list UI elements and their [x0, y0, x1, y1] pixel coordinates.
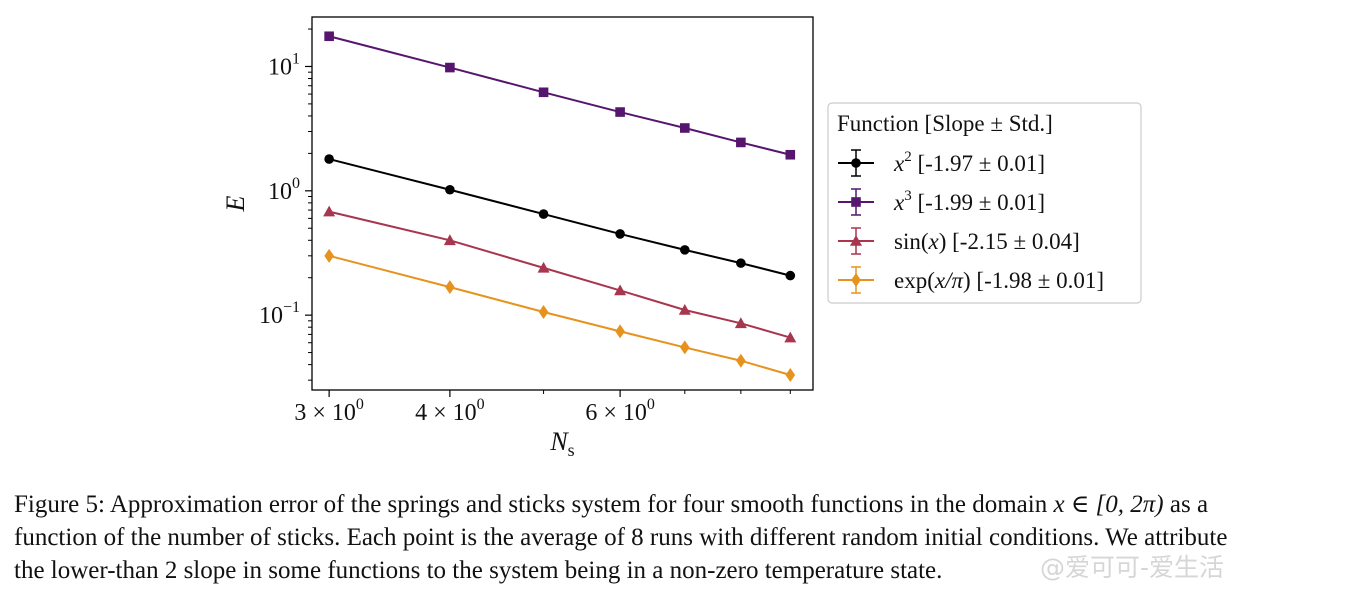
- data-point: [614, 284, 627, 296]
- x-tick-label-mantissa: 6 × 10: [585, 400, 647, 426]
- data-point: [680, 245, 690, 255]
- x-tick-label: 4 × 100: [415, 396, 485, 426]
- data-point: [734, 317, 747, 329]
- x-tick-label-exp: 0: [477, 396, 485, 413]
- legend-label-math: x: [893, 190, 905, 215]
- y-axis-label: E: [221, 195, 250, 212]
- data-point: [785, 368, 796, 383]
- series-line: [328, 254, 791, 376]
- legend-label-math: x: [893, 151, 905, 176]
- data-point: [445, 62, 455, 73]
- data-point: [680, 340, 690, 355]
- caption-line-1: Figure 5: Approximation error of the spr…: [14, 488, 1356, 521]
- legend-item: x2 [-1.97 ± 0.01]: [838, 149, 1045, 177]
- data-point: [615, 324, 625, 339]
- data-point: [784, 331, 797, 343]
- legend-label-rest: [-1.99 ± 0.01]: [912, 190, 1045, 215]
- figure: 10−1 100 101 3 × 100 4 × 100 6 × 100 Ns E Functi…: [221, 16, 1142, 460]
- x-axis-label-main: N: [549, 427, 569, 456]
- data-point: [678, 303, 691, 315]
- y-tick-label-base: 10: [268, 54, 292, 80]
- legend-label-prefix: exp(: [894, 268, 935, 293]
- data-point: [323, 205, 336, 217]
- legend-marker: [850, 235, 862, 246]
- legend-label-sup: 3: [904, 188, 912, 204]
- legend: Function [Slope ± Std.]x2 [-1.97 ± 0.01]…: [827, 102, 1142, 304]
- legend-title: Function [Slope ± Std.]: [837, 111, 1053, 136]
- legend-label-math: x/π: [934, 268, 965, 293]
- x-tick-label-mantissa: 3 × 10: [294, 400, 356, 426]
- data-point: [785, 149, 796, 160]
- y-tick-label: 10−1: [259, 299, 300, 329]
- x-tick-label-exp: 0: [647, 396, 655, 413]
- legend-item: exp(x/π) [-1.98 ± 0.01]: [838, 266, 1104, 294]
- legend-label: sin(x) [-2.15 ± 0.04]: [894, 229, 1080, 254]
- y-tick-label-base: 10: [259, 303, 283, 329]
- legend-label-rest: ) [-1.98 ± 0.01]: [963, 268, 1104, 293]
- y-tick-label-exp: 0: [292, 175, 300, 192]
- legend-label-math: x: [928, 229, 940, 254]
- series-2: [323, 205, 797, 343]
- series-3: [324, 248, 796, 383]
- data-point: [445, 184, 455, 195]
- data-point: [736, 353, 746, 368]
- series-0: [324, 154, 796, 281]
- x-tick-label-mantissa: 4 × 10: [415, 400, 477, 426]
- y-tick-label-exp: −1: [283, 299, 300, 316]
- plot-frame: [311, 16, 814, 391]
- data-point: [537, 261, 550, 273]
- series-line: [328, 158, 791, 277]
- x-tick-label: 6 × 100: [585, 396, 655, 426]
- legend-label-sup: 2: [904, 149, 912, 165]
- caption-line-2: function of the number of sticks. Each p…: [14, 524, 1228, 551]
- y-tick-label: 100: [268, 175, 300, 205]
- data-point: [324, 248, 334, 263]
- data-point: [680, 123, 690, 133]
- legend-label: x3 [-1.99 ± 0.01]: [893, 188, 1045, 215]
- legend-label-rest: ) [-2.15 ± 0.04]: [939, 229, 1080, 254]
- data-point: [615, 107, 625, 117]
- data-point: [443, 234, 456, 246]
- y-tick-label: 101: [268, 50, 300, 80]
- legend-label-rest: [-1.97 ± 0.01]: [912, 151, 1045, 176]
- data-point: [324, 154, 334, 164]
- data-point: [736, 137, 746, 148]
- y-tick-label-exp: 1: [292, 50, 300, 67]
- legend-marker: [851, 158, 861, 168]
- legend-item: x3 [-1.99 ± 0.01]: [838, 188, 1045, 216]
- legend-box: [827, 102, 1142, 304]
- legend-label-prefix: sin(: [894, 229, 929, 254]
- y-tick-label-base: 10: [268, 179, 292, 205]
- data-point: [324, 31, 334, 42]
- legend-item: sin(x) [-2.15 ± 0.04]: [838, 227, 1080, 255]
- x-axis-label-sub: s: [568, 440, 575, 460]
- data-point: [736, 258, 746, 268]
- legend-label: x2 [-1.97 ± 0.01]: [893, 149, 1045, 176]
- legend-marker: [851, 273, 861, 287]
- caption-text-1b: as a: [1163, 491, 1209, 518]
- legend-label: exp(x/π) [-1.98 ± 0.01]: [894, 268, 1104, 293]
- series-1: [324, 31, 796, 160]
- caption-text-1a: Figure 5: Approximation error of the spr…: [14, 491, 1054, 518]
- caption-domain-math: x ∈ [0, 2π): [1053, 491, 1164, 518]
- caption-line-3: the lower-than 2 slope in some functions…: [14, 557, 943, 584]
- data-point: [538, 304, 549, 319]
- x-axis-label: Ns: [549, 427, 574, 460]
- data-point: [615, 229, 625, 239]
- data-point: [538, 209, 549, 219]
- series-line: [328, 35, 791, 156]
- x-tick-label: 3 × 100: [294, 396, 364, 426]
- x-tick-label-exp: 0: [356, 396, 364, 413]
- data-point: [785, 270, 796, 281]
- legend-marker: [851, 197, 861, 207]
- data-point: [538, 87, 549, 98]
- data-point: [445, 280, 455, 295]
- figure-caption: Figure 5: Approximation error of the spr…: [14, 488, 1356, 587]
